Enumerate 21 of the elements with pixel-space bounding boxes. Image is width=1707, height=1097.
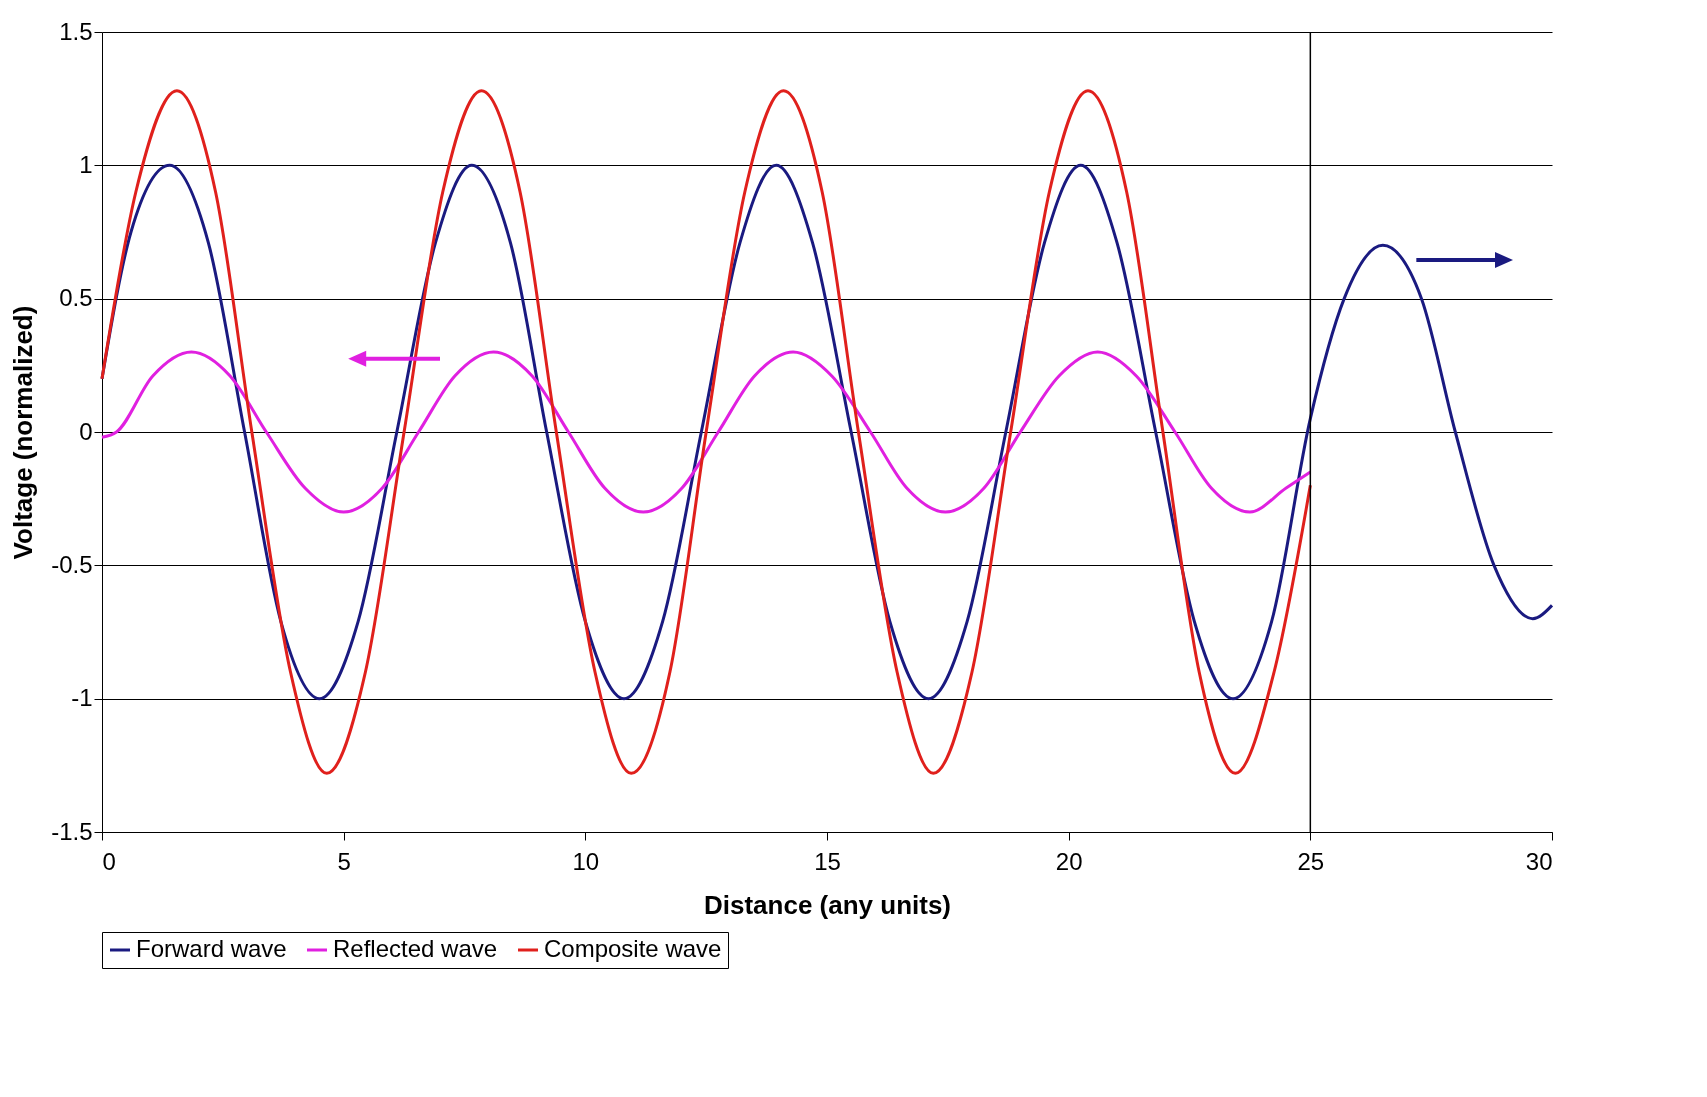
legend-label: Composite wave	[544, 935, 722, 962]
y-tick-label: 0.5	[59, 284, 93, 312]
y-tick-label: 1.5	[59, 17, 93, 45]
x-tick-label: 10	[572, 847, 600, 875]
x-tick-label: 30	[1525, 847, 1553, 875]
y-tick-label: 1	[79, 150, 93, 178]
x-tick-label: 25	[1297, 847, 1325, 875]
x-tick-label: 15	[814, 847, 841, 875]
x-axis-title: Distance (any units)	[703, 889, 952, 920]
x-tick-label: 5	[337, 847, 351, 875]
y-tick-label: -1.5	[51, 817, 93, 845]
x-tick-label: 0	[102, 847, 116, 875]
line-series	[100, 350, 1312, 514]
line-series	[100, 89, 1312, 775]
x-tick-label: 20	[1055, 847, 1083, 875]
y-tick-label: 0	[79, 417, 93, 445]
legend-label: Reflected wave	[333, 935, 498, 962]
y-tick-label: -1	[71, 684, 93, 712]
y-tick-label: -0.5	[51, 550, 93, 578]
legend-label: Forward wave	[136, 935, 287, 962]
y-axis-title: Voltage (normalized)	[8, 305, 39, 560]
